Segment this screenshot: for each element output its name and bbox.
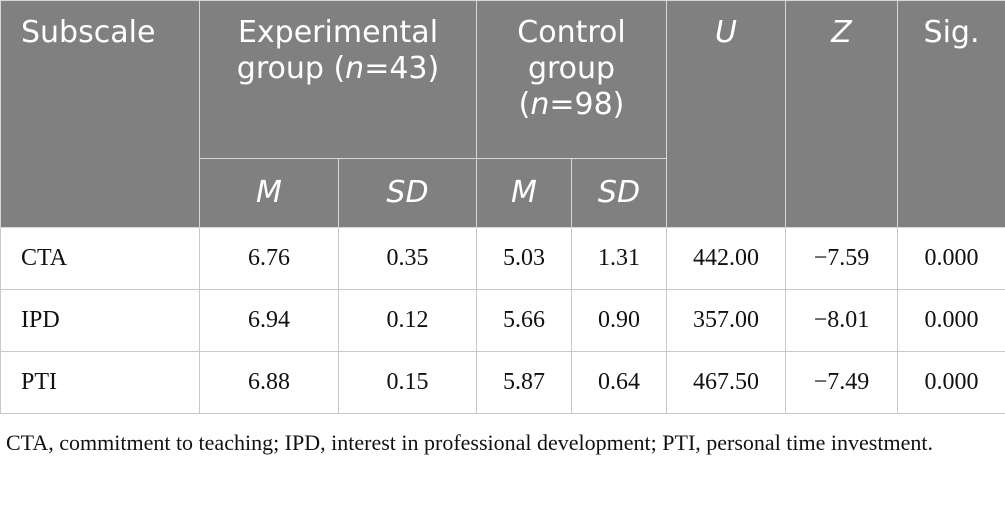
table-footnote: CTA, commitment to teaching; IPD, intere… <box>6 430 933 455</box>
cell-ctl-m: 5.03 <box>476 227 572 290</box>
cell-exp-sd: 0.12 <box>338 289 477 352</box>
cell-u: 357.00 <box>666 289 787 352</box>
header-exp-m: M <box>199 158 339 228</box>
cell-ctl-sd: 0.64 <box>570 351 668 414</box>
cell-sig: 0.000 <box>897 351 1005 414</box>
cell-ctl-sd: 1.31 <box>570 227 668 290</box>
cell-u: 467.50 <box>666 351 787 414</box>
header-control-n-symbol: n <box>530 87 550 122</box>
header-ctl-sd: SD <box>570 158 668 228</box>
header-exp-sd: SD <box>338 158 477 228</box>
header-experimental-label: Experimental group ( <box>236 15 439 86</box>
table-row: CTA 6.76 0.35 5.03 1.31 442.00 −7.59 0.0… <box>0 227 1005 290</box>
header-control-n-value: =98) <box>549 87 625 122</box>
header-subscale: Subscale <box>0 0 200 228</box>
header-ctl-m: M <box>476 158 572 228</box>
cell-ctl-m: 5.66 <box>476 289 572 352</box>
results-table: Subscale Experimental group (n=43) Contr… <box>0 0 1005 414</box>
table-body: CTA 6.76 0.35 5.03 1.31 442.00 −7.59 0.0… <box>0 227 1005 414</box>
cell-exp-sd: 0.15 <box>338 351 477 414</box>
cell-u: 442.00 <box>666 227 787 290</box>
header-experimental-n-symbol: n <box>345 51 365 86</box>
table-header: Subscale Experimental group (n=43) Contr… <box>0 0 1005 228</box>
cell-ctl-sd: 0.90 <box>570 289 668 352</box>
cell-exp-m: 6.94 <box>199 289 339 352</box>
cell-subscale: PTI <box>0 351 200 414</box>
cell-z: −7.49 <box>785 351 899 414</box>
cell-ctl-m: 5.87 <box>476 351 572 414</box>
header-sig: Sig. <box>897 0 1005 228</box>
header-experimental-group: Experimental group (n=43) <box>199 0 477 159</box>
cell-exp-sd: 0.35 <box>338 227 477 290</box>
header-control-group: Control group (n=98) <box>475 0 668 159</box>
header-u: U <box>666 0 787 228</box>
cell-subscale: IPD <box>0 289 200 352</box>
cell-sig: 0.000 <box>897 289 1005 352</box>
header-control-label: Control group ( <box>517 15 626 122</box>
cell-subscale: CTA <box>0 227 200 290</box>
table-row: IPD 6.94 0.12 5.66 0.90 357.00 −8.01 0.0… <box>0 289 1005 352</box>
cell-sig: 0.000 <box>897 227 1005 290</box>
header-z: Z <box>785 0 899 228</box>
cell-exp-m: 6.88 <box>199 351 339 414</box>
header-experimental-n-value: =43) <box>364 51 440 86</box>
cell-exp-m: 6.76 <box>199 227 339 290</box>
cell-z: −8.01 <box>785 289 899 352</box>
table-row: PTI 6.88 0.15 5.87 0.64 467.50 −7.49 0.0… <box>0 351 1005 414</box>
cell-z: −7.59 <box>785 227 899 290</box>
